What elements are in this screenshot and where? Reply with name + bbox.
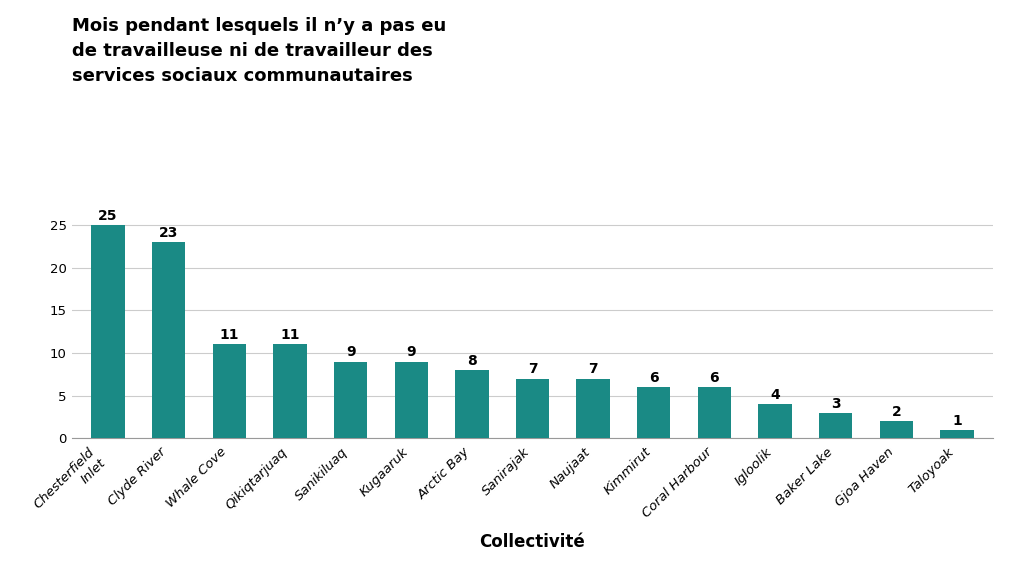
Bar [516, 379, 549, 438]
Text: 1: 1 [952, 414, 962, 428]
Text: 6: 6 [649, 371, 658, 385]
Text: 25: 25 [98, 209, 118, 223]
Text: 23: 23 [159, 226, 178, 240]
Bar [456, 370, 488, 438]
Bar [880, 422, 913, 438]
Bar [819, 413, 852, 438]
Bar [213, 345, 246, 438]
Bar [577, 379, 609, 438]
Bar [940, 430, 974, 438]
Bar [91, 225, 125, 438]
Text: 3: 3 [830, 397, 841, 411]
Bar [394, 361, 428, 438]
Bar [637, 387, 671, 438]
X-axis label: Collectivité: Collectivité [479, 533, 586, 551]
Bar [759, 404, 792, 438]
Text: 11: 11 [281, 328, 300, 342]
Bar [152, 242, 185, 438]
Text: Mois pendant lesquels il n’y a pas eu
de travailleuse ni de travailleur des
serv: Mois pendant lesquels il n’y a pas eu de… [72, 17, 445, 85]
Bar [334, 361, 368, 438]
Bar [697, 387, 731, 438]
Text: 4: 4 [770, 388, 780, 402]
Text: 6: 6 [710, 371, 719, 385]
Text: 9: 9 [346, 346, 355, 360]
Text: 9: 9 [407, 346, 416, 360]
Text: 11: 11 [219, 328, 239, 342]
Text: 7: 7 [589, 362, 598, 377]
Text: 2: 2 [892, 405, 901, 419]
Text: 7: 7 [527, 362, 538, 377]
Bar [273, 345, 306, 438]
Text: 8: 8 [467, 354, 477, 368]
